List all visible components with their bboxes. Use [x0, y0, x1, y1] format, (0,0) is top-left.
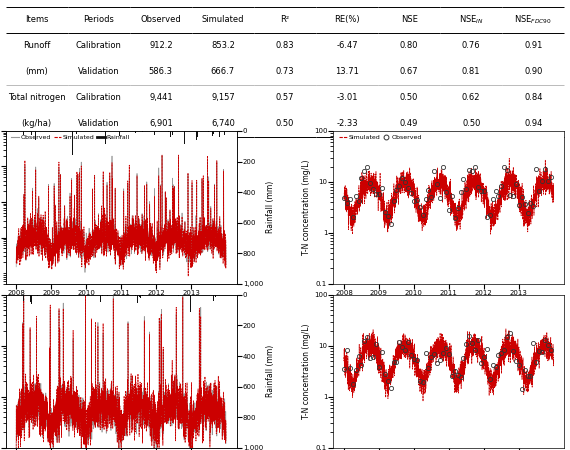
- Y-axis label: T-N concentration (mg/L): T-N concentration (mg/L): [302, 324, 311, 419]
- Legend: Observed, Simulated, Rainfall: Observed, Simulated, Rainfall: [9, 133, 132, 143]
- Legend: Simulated, Observed: Simulated, Observed: [337, 133, 425, 143]
- Y-axis label: T-N concentration (mg/L): T-N concentration (mg/L): [302, 160, 311, 255]
- Y-axis label: Rainfall (mm): Rainfall (mm): [266, 181, 275, 234]
- Y-axis label: Rainfall (mm): Rainfall (mm): [266, 345, 275, 397]
